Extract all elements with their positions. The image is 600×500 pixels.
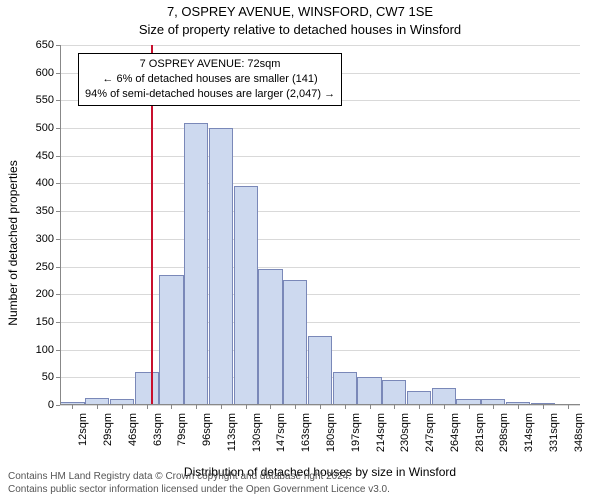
footer-line1: Contains HM Land Registry data © Crown c…: [8, 470, 390, 483]
y-tick-label: 200: [36, 288, 54, 300]
y-tick-label: 150: [36, 316, 54, 328]
histogram-bar: [308, 336, 332, 405]
x-tick: [394, 405, 395, 409]
x-tick-label: 46sqm: [127, 413, 139, 463]
histogram-bar: [382, 380, 406, 405]
y-tick-label: 400: [36, 177, 54, 189]
gridline: [60, 211, 580, 212]
x-tick: [568, 405, 569, 409]
x-tick: [196, 405, 197, 409]
x-tick: [246, 405, 247, 409]
annotation-line3: 94% of semi-detached houses are larger (…: [85, 87, 335, 102]
x-tick-label: 247sqm: [424, 413, 436, 463]
histogram-bar: [333, 372, 357, 405]
histogram-bar: [258, 269, 282, 405]
gridline: [60, 183, 580, 184]
plot-area: 0501001502002503003504004505005506006501…: [60, 45, 580, 405]
x-tick: [345, 405, 346, 409]
histogram-bar: [209, 128, 233, 405]
x-tick-label: 12sqm: [77, 413, 89, 463]
y-tick-label: 650: [36, 39, 54, 51]
y-axis: [60, 45, 61, 405]
x-tick-label: 264sqm: [449, 413, 461, 463]
x-tick: [469, 405, 470, 409]
x-tick-label: 130sqm: [251, 413, 263, 463]
annotation-line1: 7 OSPREY AVENUE: 72sqm: [85, 57, 335, 72]
x-tick-label: 147sqm: [275, 413, 287, 463]
histogram-bar: [184, 123, 208, 405]
x-tick: [543, 405, 544, 409]
x-tick: [221, 405, 222, 409]
x-tick: [295, 405, 296, 409]
gridline: [60, 45, 580, 46]
y-tick-label: 300: [36, 233, 54, 245]
x-tick: [147, 405, 148, 409]
histogram-bar: [234, 186, 258, 405]
x-tick: [122, 405, 123, 409]
x-tick: [419, 405, 420, 409]
x-tick-label: 113sqm: [226, 413, 238, 463]
histogram-bar: [135, 372, 159, 405]
y-tick-label: 0: [48, 399, 54, 411]
histogram-bar: [407, 391, 431, 405]
histogram-bar: [432, 388, 456, 405]
x-tick-label: 197sqm: [350, 413, 362, 463]
chart-title-line1: 7, OSPREY AVENUE, WINSFORD, CW7 1SE: [0, 4, 600, 19]
gridline: [60, 322, 580, 323]
annotation-line2: ← 6% of detached houses are smaller (141…: [85, 72, 335, 87]
annotation-box: 7 OSPREY AVENUE: 72sqm ← 6% of detached …: [78, 53, 342, 106]
y-tick-label: 350: [36, 205, 54, 217]
y-tick-label: 250: [36, 261, 54, 273]
y-tick-label: 100: [36, 344, 54, 356]
y-tick-label: 450: [36, 150, 54, 162]
x-tick-label: 180sqm: [325, 413, 337, 463]
x-tick-label: 214sqm: [375, 413, 387, 463]
y-tick: [56, 405, 60, 406]
x-tick: [444, 405, 445, 409]
x-tick: [518, 405, 519, 409]
x-tick: [320, 405, 321, 409]
y-tick-label: 550: [36, 94, 54, 106]
x-tick: [370, 405, 371, 409]
y-tick-label: 600: [36, 67, 54, 79]
x-tick-label: 298sqm: [498, 413, 510, 463]
gridline: [60, 156, 580, 157]
chart-title-line2: Size of property relative to detached ho…: [0, 22, 600, 37]
x-tick-label: 163sqm: [300, 413, 312, 463]
gridline: [60, 128, 580, 129]
x-tick: [72, 405, 73, 409]
x-tick-label: 230sqm: [399, 413, 411, 463]
x-tick: [270, 405, 271, 409]
gridline: [60, 239, 580, 240]
x-tick: [171, 405, 172, 409]
x-tick: [97, 405, 98, 409]
footer-attribution: Contains HM Land Registry data © Crown c…: [8, 470, 390, 496]
gridline: [60, 267, 580, 268]
gridline: [60, 294, 580, 295]
x-tick-label: 79sqm: [176, 413, 188, 463]
histogram-bar: [159, 275, 183, 405]
x-tick-label: 331sqm: [548, 413, 560, 463]
footer-line2: Contains public sector information licen…: [8, 483, 390, 496]
x-tick-label: 281sqm: [474, 413, 486, 463]
x-tick-label: 96sqm: [201, 413, 213, 463]
histogram-bar: [283, 280, 307, 405]
x-tick-label: 63sqm: [152, 413, 164, 463]
histogram-bar: [357, 377, 381, 405]
y-tick-label: 50: [42, 371, 54, 383]
x-tick: [493, 405, 494, 409]
x-tick-label: 29sqm: [102, 413, 114, 463]
x-tick-label: 348sqm: [573, 413, 585, 463]
y-tick-label: 500: [36, 122, 54, 134]
y-axis-label: Number of detached properties: [6, 78, 20, 243]
x-axis: [60, 404, 580, 405]
x-tick-label: 314sqm: [523, 413, 535, 463]
